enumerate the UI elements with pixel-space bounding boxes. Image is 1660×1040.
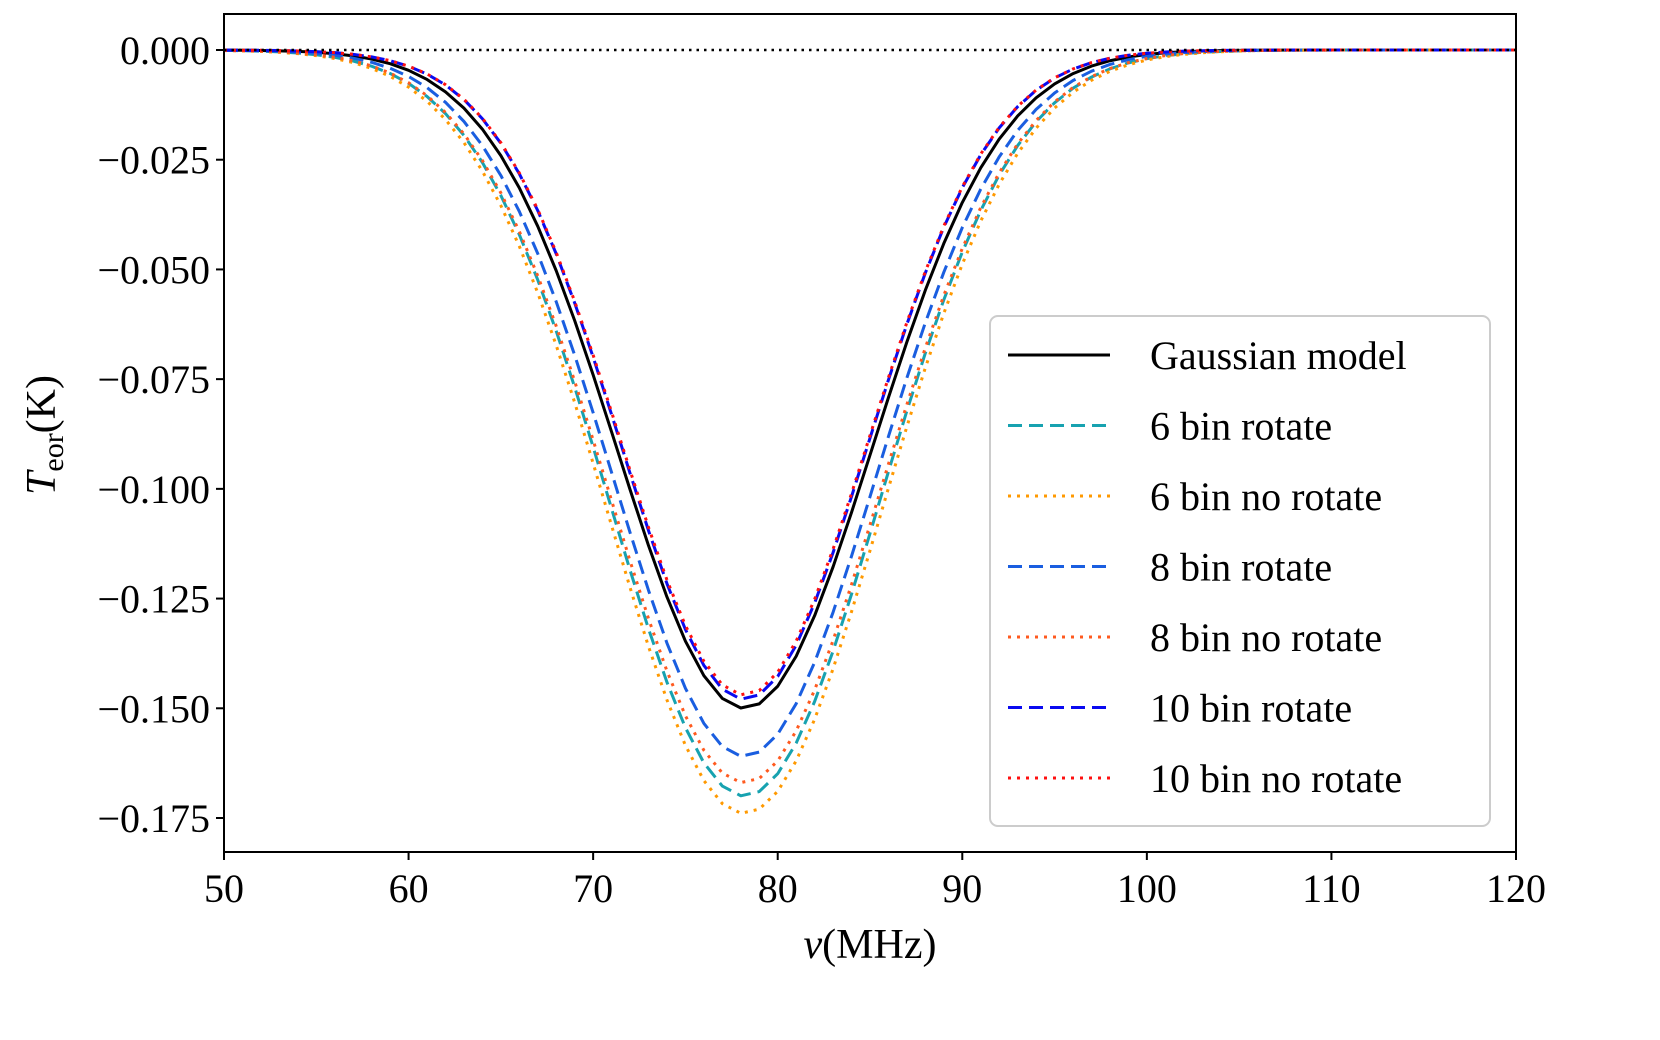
series-line-8-bin-no-rotate <box>223 48 1516 785</box>
y-axis-label-subscript: eor <box>37 433 70 471</box>
legend-item: 6 bin no rotate <box>1008 474 1382 519</box>
x-axis-label: ν(MHz) <box>804 922 937 968</box>
y-axis-label-unit: (K) <box>19 375 65 433</box>
y-tick-label: −0.075 <box>97 357 210 402</box>
legend-item: 10 bin rotate <box>1008 686 1352 731</box>
y-tick-label: −0.150 <box>97 686 210 731</box>
y-tick-label: −0.025 <box>97 138 210 183</box>
series-line-10-bin-rotate <box>223 48 1516 701</box>
x-tick-label: 90 <box>942 866 982 911</box>
legend-item: 8 bin no rotate <box>1008 615 1382 660</box>
series-line-10-bin-no-rotate <box>223 48 1516 697</box>
y-axis-label: Teor(K) <box>19 375 70 495</box>
legend-item: 8 bin rotate <box>1008 545 1332 590</box>
legend-label: Gaussian model <box>1150 333 1407 378</box>
x-tick-label: 70 <box>573 866 613 911</box>
y-axis-label-symbol: T <box>19 469 65 495</box>
legend-label: 10 bin no rotate <box>1150 756 1402 801</box>
legend-label: 8 bin rotate <box>1150 545 1332 590</box>
x-axis-label-symbol: ν <box>804 922 823 968</box>
y-tick-label: −0.125 <box>97 577 210 622</box>
legend-label: 6 bin rotate <box>1150 404 1332 449</box>
y-tick-label: −0.175 <box>97 796 210 841</box>
x-axis-label-unit: (MHz) <box>822 922 936 968</box>
series-layer <box>223 48 1516 815</box>
series-line-6-bin-no-rotate <box>223 48 1516 815</box>
legend-item: 6 bin rotate <box>1008 404 1332 449</box>
legend-box <box>989 315 1491 827</box>
series-line-8-bin-rotate <box>223 48 1516 758</box>
x-tick-label: 50 <box>204 866 244 911</box>
plot-frame <box>223 13 1517 853</box>
legend: Gaussian model 6 bin rotate 6 bin no rotat… <box>989 315 1491 827</box>
legend-item: Gaussian model <box>1008 333 1407 378</box>
x-tick-label: 60 <box>389 866 429 911</box>
y-tick-label: 0.000 <box>120 28 210 73</box>
y-tick-label: −0.050 <box>97 247 210 292</box>
legend-label: 8 bin no rotate <box>1150 615 1382 660</box>
legend-label: 10 bin rotate <box>1150 686 1352 731</box>
x-axis: 50 60 70 80 90 100 110 120 <box>204 852 1546 911</box>
y-axis: 0.000 −0.025 −0.050 −0.075 −0.100 −0.125 −0.15… <box>97 28 224 841</box>
y-tick-label: −0.100 <box>97 467 210 512</box>
x-tick-label: 110 <box>1302 866 1361 911</box>
x-tick-label: 100 <box>1117 866 1177 911</box>
x-tick-label: 120 <box>1486 866 1546 911</box>
legend-item: 10 bin no rotate <box>1008 756 1402 801</box>
legend-label: 6 bin no rotate <box>1150 474 1382 519</box>
x-tick-label: 80 <box>758 866 798 911</box>
